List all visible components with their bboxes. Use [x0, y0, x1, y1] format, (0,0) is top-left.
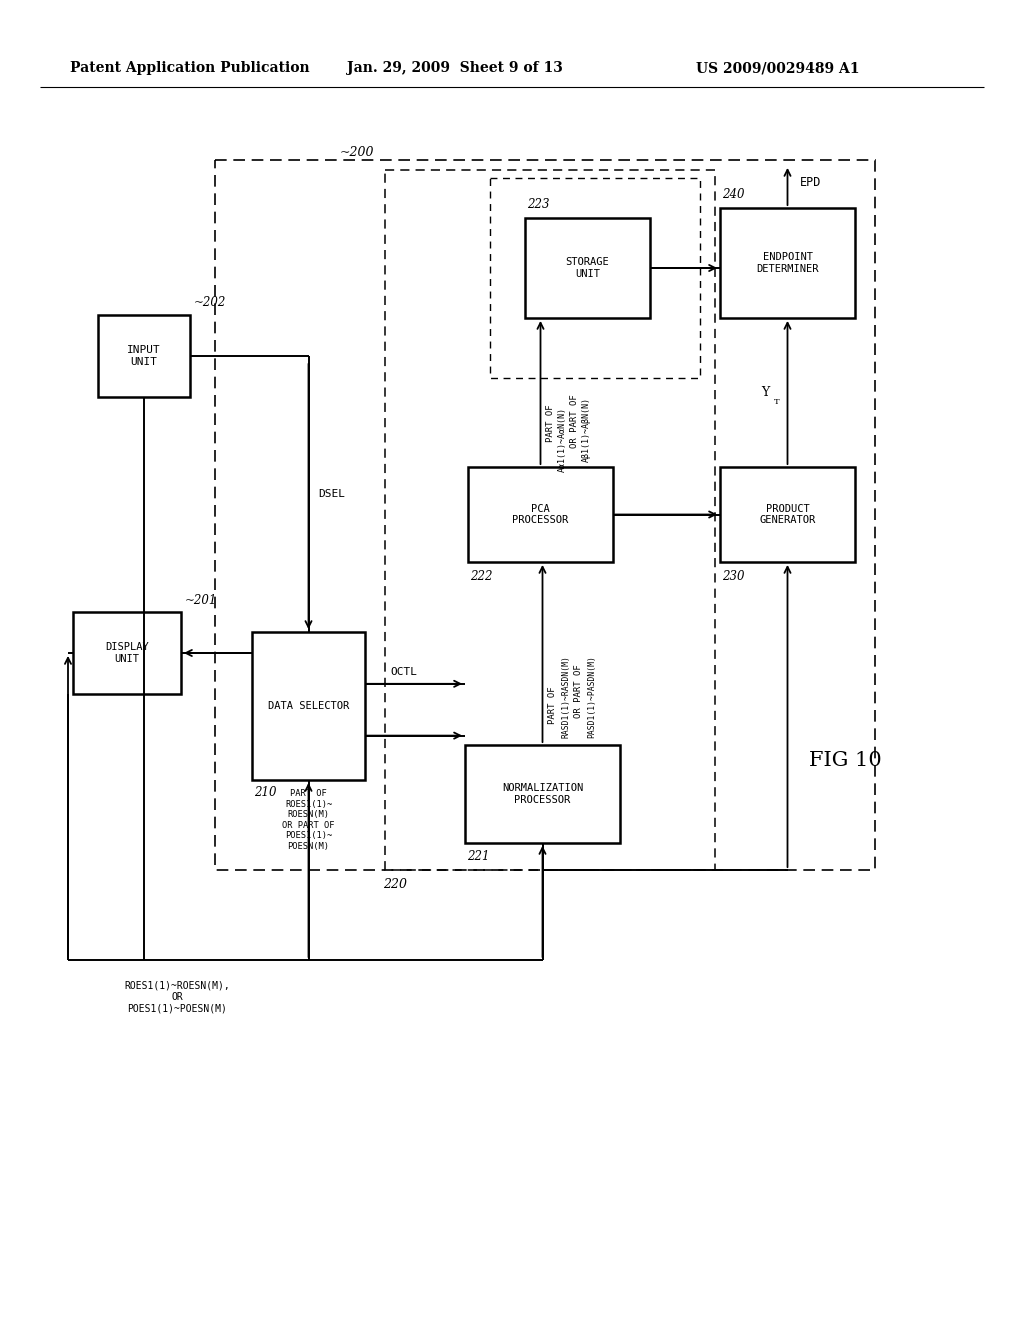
Text: ~202: ~202 — [194, 297, 226, 309]
Bar — [465, 744, 620, 843]
Bar — [73, 612, 181, 694]
Text: PART OF
ROES1(1)~
ROESN(M)
OR PART OF
POES1(1)~
POESN(M): PART OF ROES1(1)~ ROESN(M) OR PART OF PO… — [283, 789, 335, 850]
Text: OCTL: OCTL — [390, 667, 417, 677]
Text: ~201: ~201 — [185, 594, 217, 606]
Text: DISPLAY
UNIT: DISPLAY UNIT — [105, 643, 148, 664]
Bar — [252, 632, 365, 780]
Bar — [98, 315, 190, 397]
Text: 220: 220 — [383, 878, 407, 891]
Text: Aα1(1)~AαN(N): Aα1(1)~AαN(N) — [558, 408, 567, 473]
Text: DATA SELECTOR: DATA SELECTOR — [268, 701, 349, 711]
Text: ROES1(1)~ROESN(M),
OR
POES1(1)~POESN(M): ROES1(1)~ROESN(M), OR POES1(1)~POESN(M) — [124, 979, 229, 1014]
Text: ENDPOINT
DETERMINER: ENDPOINT DETERMINER — [757, 252, 819, 273]
Text: DSEL: DSEL — [318, 488, 345, 499]
Text: US 2009/0029489 A1: US 2009/0029489 A1 — [696, 61, 860, 75]
Text: 240: 240 — [722, 187, 744, 201]
Text: PASD1(1)~PASDN(M): PASD1(1)~PASDN(M) — [587, 656, 596, 738]
Text: RASD1(1)~RASDN(M): RASD1(1)~RASDN(M) — [561, 656, 570, 738]
Text: ~200: ~200 — [340, 145, 375, 158]
Bar — [720, 467, 855, 562]
Text: PRODUCT
GENERATOR: PRODUCT GENERATOR — [760, 504, 816, 525]
Text: Aβ1(1)~AβN(N): Aβ1(1)~AβN(N) — [582, 397, 591, 462]
Text: FIG 10: FIG 10 — [809, 751, 882, 770]
Text: Patent Application Publication: Patent Application Publication — [71, 61, 310, 75]
Text: EPD: EPD — [800, 177, 821, 190]
Bar — [490, 178, 700, 378]
Text: OR PART OF: OR PART OF — [570, 393, 579, 447]
Text: STORAGE
UNIT: STORAGE UNIT — [565, 257, 609, 279]
Text: 230: 230 — [722, 569, 744, 582]
Bar — [525, 218, 650, 318]
Text: INPUT
UNIT: INPUT UNIT — [127, 346, 161, 367]
Text: T: T — [773, 399, 779, 407]
Bar — [385, 170, 715, 870]
Bar — [468, 467, 613, 562]
Text: Jan. 29, 2009  Sheet 9 of 13: Jan. 29, 2009 Sheet 9 of 13 — [347, 61, 563, 75]
Text: PART OF: PART OF — [546, 405, 555, 442]
Text: 221: 221 — [467, 850, 489, 863]
Text: 223: 223 — [527, 198, 550, 210]
Bar — [215, 160, 874, 870]
Text: 222: 222 — [470, 569, 493, 582]
Text: OR PART OF: OR PART OF — [574, 665, 583, 718]
Text: PCA
PROCESSOR: PCA PROCESSOR — [512, 504, 568, 525]
Text: Y: Y — [761, 385, 769, 399]
Text: 210: 210 — [254, 785, 276, 799]
Bar — [720, 209, 855, 318]
Text: NORMALIZATION
PROCESSOR: NORMALIZATION PROCESSOR — [502, 783, 583, 805]
Text: PART OF: PART OF — [548, 686, 557, 723]
